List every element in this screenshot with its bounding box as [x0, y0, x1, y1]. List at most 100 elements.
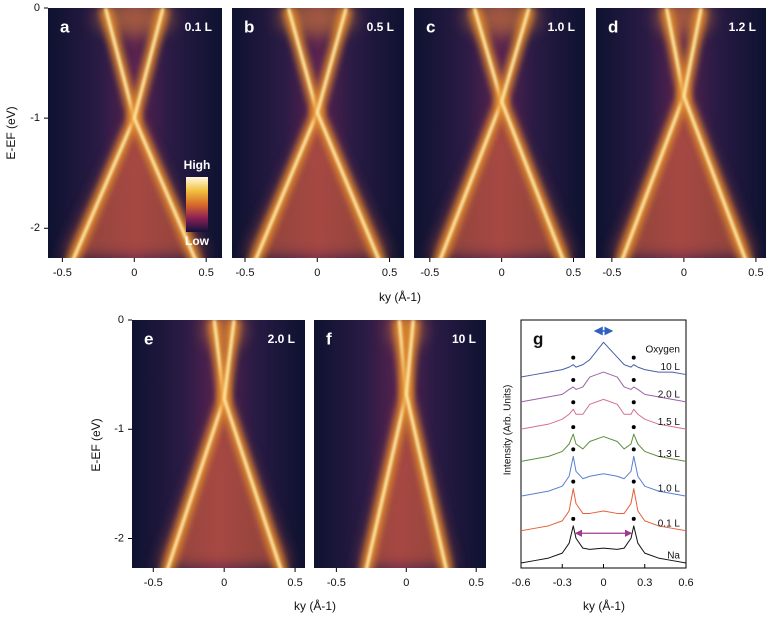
y-tick-label: -2 [114, 532, 124, 544]
annotation: Oxygen [646, 345, 680, 356]
peak-dot [631, 377, 636, 382]
dose-label: 0.1 L [185, 20, 212, 34]
x-tick-label: -0.3 [553, 577, 572, 589]
x-tick-label: -0.5 [144, 577, 163, 589]
series-label: 2.0 L [658, 389, 681, 400]
heatmap-panel [232, 8, 404, 258]
dose-label: 2.0 L [268, 332, 295, 346]
plot-frame [520, 319, 687, 569]
peak-dot [631, 355, 636, 360]
peak-dot [571, 447, 576, 452]
intensity-curve [520, 341, 687, 378]
x-tick-label: 0.5 [382, 267, 397, 279]
peak-dot [571, 400, 576, 405]
y-tick-label: 0 [34, 2, 40, 14]
y-axis-title: Intensity (Arb. Units) [503, 385, 514, 476]
peak-dot [571, 377, 576, 382]
y-axis-title: E-EF (eV) [4, 106, 18, 159]
x-tick-label: 0.5 [469, 577, 484, 589]
dose-label: 10 L [452, 332, 476, 346]
panel-label: g [533, 329, 543, 348]
peak-dot [571, 479, 576, 484]
band-core [404, 320, 448, 568]
intensity-curve [520, 525, 687, 564]
cone-glow [612, 96, 756, 258]
x-tick-label: 0.5 [199, 267, 214, 279]
x-tick-label: 0 [131, 267, 137, 279]
intensity-curve [520, 371, 687, 403]
x-tick-label: -0.6 [512, 577, 531, 589]
cone-glow [430, 101, 573, 258]
cone-glow [360, 394, 453, 568]
x-tick-label: 0.3 [637, 577, 652, 589]
x-tick-label: 0.6 [678, 577, 693, 589]
band-core [132, 8, 197, 258]
cone-glow [158, 398, 290, 568]
x-tick-label: 0 [403, 577, 409, 589]
x-tick-label: -0.5 [53, 267, 72, 279]
band-core [500, 8, 565, 258]
peak-dot [631, 447, 636, 452]
y-axis-title: E-EF (eV) [89, 418, 103, 471]
peak-dot [631, 425, 636, 430]
series-label: 1.3 L [658, 449, 681, 460]
peak-dot [631, 516, 636, 521]
peak-dot [631, 400, 636, 405]
peak-dot [631, 479, 636, 484]
dose-label: 0.5 L [367, 20, 394, 34]
panel-label: f [326, 329, 332, 348]
x-axis-title: ky (Å-1) [379, 289, 421, 304]
colorbar [186, 177, 208, 232]
panel-label: e [144, 329, 153, 348]
x-tick-label: 0 [314, 267, 320, 279]
x-tick-label: 0.5 [566, 267, 581, 279]
peak-dot [571, 355, 576, 360]
x-tick-label: 0 [221, 577, 227, 589]
y-tick-label: 0 [118, 314, 124, 326]
x-tick-label: -0.5 [236, 267, 255, 279]
colorbar-high: High [184, 158, 211, 172]
x-axis-title: ky (Å-1) [583, 598, 625, 613]
intensity-curve [520, 455, 687, 497]
colorbar-low: Low [185, 234, 210, 248]
series-label: Na [667, 551, 680, 562]
intensity-curve [520, 433, 687, 462]
dose-label: 1.2 L [729, 20, 756, 34]
series-label: 10 L [661, 362, 681, 373]
band-core [222, 320, 282, 568]
cone-glow [245, 112, 389, 258]
x-tick-label: 0 [681, 267, 687, 279]
intensity-curve [520, 398, 687, 430]
panel-label: b [244, 17, 254, 36]
x-tick-label: -0.5 [420, 267, 439, 279]
x-tick-label: 0 [600, 577, 606, 589]
heatmap-panel [132, 320, 305, 568]
heatmap-panel [596, 8, 766, 258]
x-tick-label: 0 [499, 267, 505, 279]
x-tick-label: 0.5 [748, 267, 763, 279]
panel-label: c [426, 17, 435, 36]
series-label: 1.0 L [658, 484, 681, 495]
series-label: 0.1 L [658, 518, 681, 529]
peak-dot [571, 516, 576, 521]
y-tick-label: -1 [30, 112, 40, 124]
heatmap-panel [414, 8, 585, 258]
x-tick-label: -0.5 [327, 577, 346, 589]
peak-dot [571, 425, 576, 430]
panel-label: a [60, 17, 70, 36]
y-tick-label: -1 [114, 423, 124, 435]
x-axis-title: ky (Å-1) [294, 598, 336, 613]
x-tick-label: -0.5 [602, 267, 621, 279]
x-tick-label: 0.5 [287, 577, 302, 589]
heatmap-panel [314, 320, 486, 568]
band-core [315, 8, 380, 258]
series-label: 1.5 L [658, 417, 681, 428]
panel-label: d [608, 17, 618, 36]
intensity-curve [520, 488, 687, 532]
heatmap-panel [48, 8, 222, 258]
dose-label: 1.0 L [548, 20, 575, 34]
cone-glow [63, 118, 206, 258]
y-tick-label: -2 [30, 222, 40, 234]
band-core [682, 8, 747, 258]
